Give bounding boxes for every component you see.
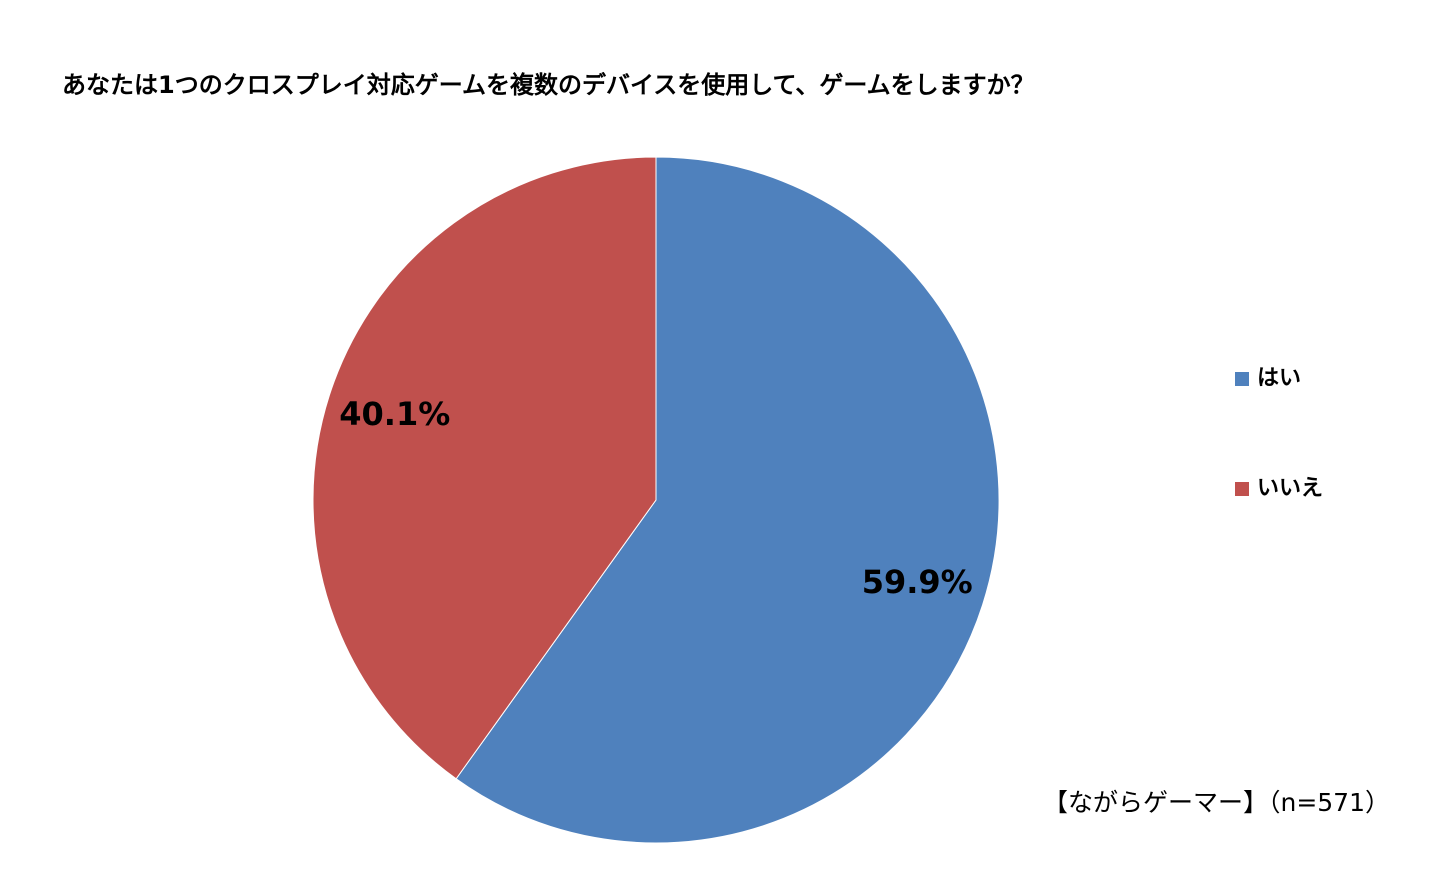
legend-swatch bbox=[1235, 482, 1249, 496]
legend-swatch bbox=[1235, 372, 1249, 386]
annotation: 【ながらゲーマー】（n=571） bbox=[1043, 788, 1390, 817]
value-label: 59.9% bbox=[862, 563, 973, 601]
chart-title: あなたは1つのクロスプレイ対応ゲームを複数のデバイスを使用して、ゲームをしますか… bbox=[62, 71, 1035, 99]
value-label: 40.1% bbox=[339, 395, 450, 433]
legend-label: はい bbox=[1257, 366, 1301, 391]
legend-label: いいえ bbox=[1257, 476, 1323, 501]
pie-slice bbox=[312, 156, 657, 780]
pie-slice bbox=[455, 156, 1000, 844]
